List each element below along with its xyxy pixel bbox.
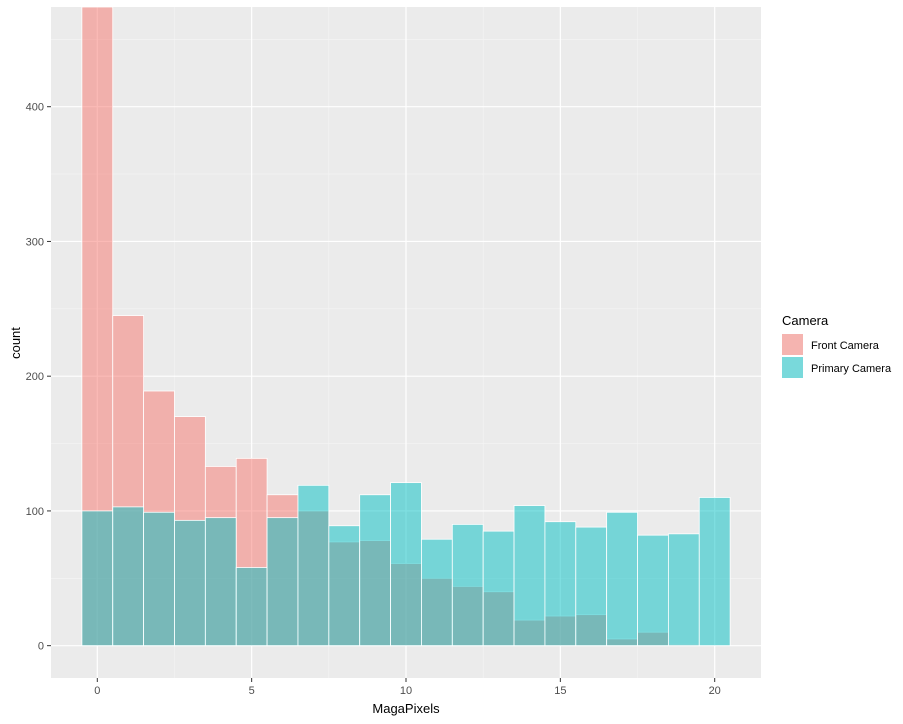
bar-primary-camera xyxy=(575,526,608,647)
bar-primary-camera xyxy=(390,482,422,647)
legend-label-primary-camera: Primary Camera xyxy=(811,363,892,375)
legend-swatch-front-camera xyxy=(782,334,803,355)
bar-primary-camera xyxy=(235,567,268,647)
x-tick-label: 0 xyxy=(94,685,100,697)
legend: Camera Front Camera Primary Camera xyxy=(782,313,892,378)
legend-swatch-primary-camera xyxy=(782,357,803,378)
bar-primary-camera xyxy=(143,511,175,647)
bar-primary-camera xyxy=(204,517,237,647)
bar-primary-camera xyxy=(297,484,330,647)
bar-primary-camera xyxy=(81,510,114,647)
y-tick-label: 100 xyxy=(26,506,44,518)
bar-primary-camera xyxy=(421,538,453,647)
bar-primary-camera xyxy=(698,497,731,647)
legend-title: Camera xyxy=(782,313,829,328)
legend-label-front-camera: Front Camera xyxy=(811,340,880,352)
bar-primary-camera xyxy=(482,530,515,647)
y-axis-title: count xyxy=(8,327,23,359)
bar-primary-camera xyxy=(359,494,391,647)
x-tick-label: 10 xyxy=(400,685,412,697)
y-tick-label: 0 xyxy=(38,641,44,653)
bar-primary-camera xyxy=(451,523,484,647)
bar-primary-camera xyxy=(266,517,299,647)
bar-primary-camera xyxy=(637,534,669,647)
bar-primary-camera xyxy=(112,506,145,647)
bar-primary-camera xyxy=(606,511,638,647)
bar-primary-camera xyxy=(667,533,700,647)
x-tick-label: 20 xyxy=(709,685,721,697)
bar-primary-camera xyxy=(544,521,577,647)
bar-primary-camera xyxy=(174,519,206,647)
bar-primary-camera xyxy=(328,525,361,647)
x-tick-label: 5 xyxy=(249,685,255,697)
y-tick-label: 300 xyxy=(26,236,44,248)
x-tick-label: 15 xyxy=(554,685,566,697)
x-axis-title: MagaPixels xyxy=(372,701,440,716)
bar-primary-camera xyxy=(513,505,546,647)
bars-layer xyxy=(81,6,731,647)
y-tick-label: 400 xyxy=(26,102,44,114)
y-tick-label: 200 xyxy=(26,371,44,383)
